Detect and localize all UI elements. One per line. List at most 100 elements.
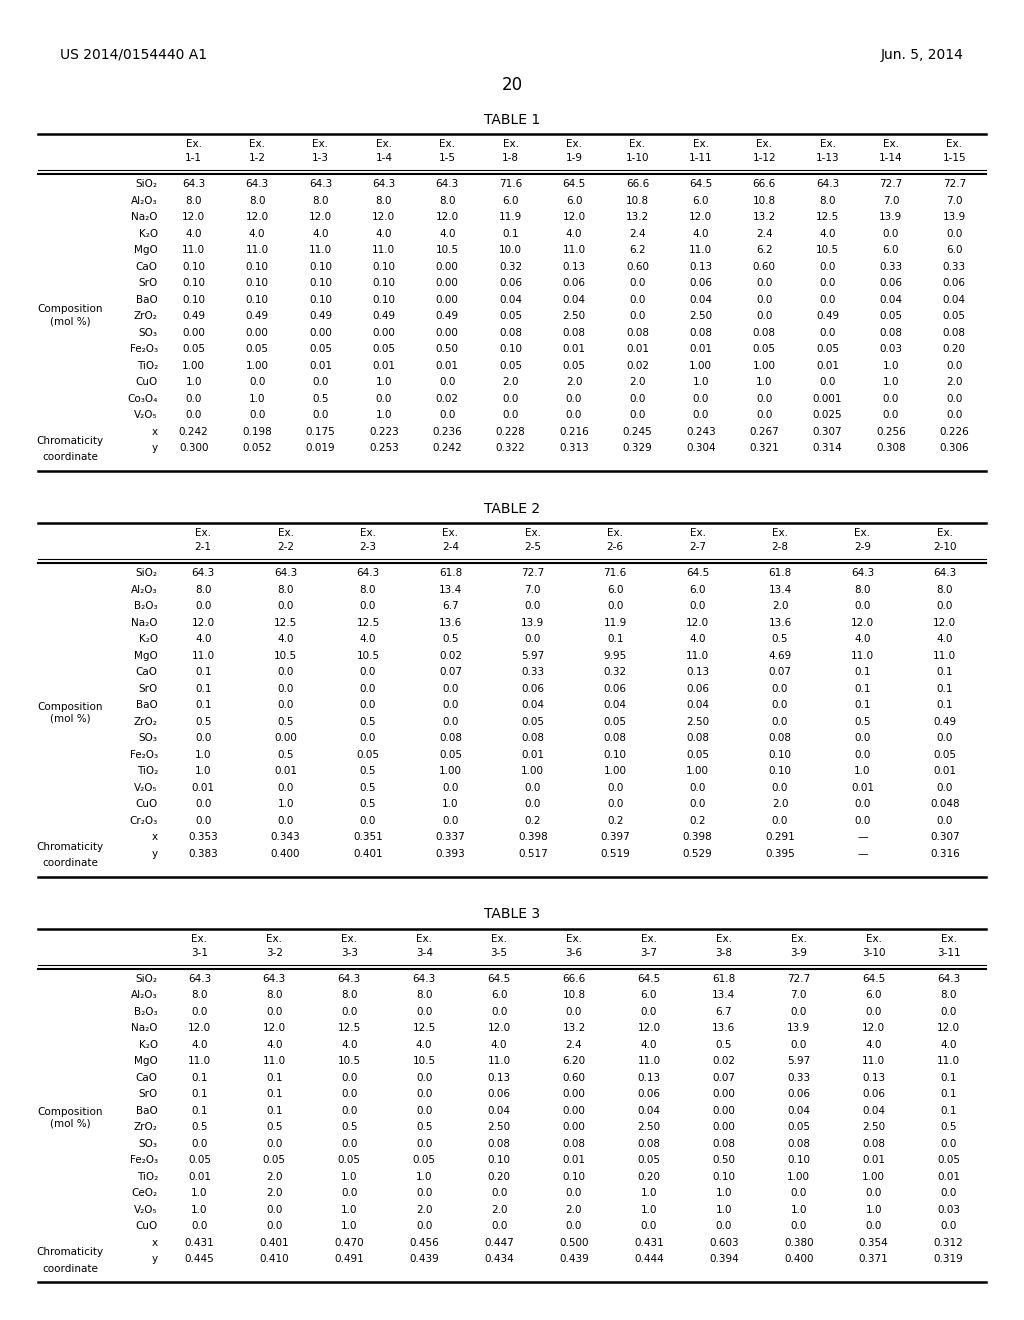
Text: 13.9: 13.9	[943, 213, 966, 222]
Text: 10.8: 10.8	[562, 990, 586, 1001]
Text: 0.354: 0.354	[859, 1238, 889, 1247]
Text: MgO: MgO	[134, 651, 158, 661]
Text: 0.1: 0.1	[854, 667, 870, 677]
Text: 0.05: 0.05	[499, 360, 522, 371]
Text: 61.8: 61.8	[768, 568, 792, 578]
Text: 64.5: 64.5	[637, 974, 660, 983]
Text: 0.0: 0.0	[940, 1139, 956, 1148]
Text: 11.9: 11.9	[603, 618, 627, 628]
Text: 0.0: 0.0	[641, 1221, 657, 1232]
Text: 0.08: 0.08	[626, 327, 649, 338]
Text: 0.0: 0.0	[772, 700, 788, 710]
Text: Ex.: Ex.	[266, 933, 283, 944]
Text: —: —	[857, 849, 867, 859]
Text: 12.5: 12.5	[338, 1023, 360, 1034]
Text: 0.0: 0.0	[416, 1073, 432, 1082]
Text: 4.0: 4.0	[565, 228, 583, 239]
Text: 13.6: 13.6	[768, 618, 792, 628]
Text: 11.0: 11.0	[191, 651, 215, 661]
Text: 0.0: 0.0	[854, 601, 870, 611]
Text: 0.401: 0.401	[353, 849, 383, 859]
Text: 4.0: 4.0	[185, 228, 202, 239]
Text: 2-9: 2-9	[854, 543, 870, 552]
Text: 3-8: 3-8	[716, 948, 732, 957]
Text: 0.0: 0.0	[416, 1139, 432, 1148]
Text: 0.0: 0.0	[756, 411, 772, 420]
Text: 0.0: 0.0	[865, 1221, 882, 1232]
Text: 0.198: 0.198	[243, 426, 272, 437]
Text: 0.444: 0.444	[634, 1254, 664, 1265]
Text: 0.0: 0.0	[341, 1073, 357, 1082]
Text: 0.01: 0.01	[274, 766, 297, 776]
Text: 0.380: 0.380	[784, 1238, 813, 1247]
Text: V₂O₅: V₂O₅	[134, 411, 158, 420]
Text: 6.2: 6.2	[629, 246, 646, 255]
Text: 3-5: 3-5	[490, 948, 508, 957]
Text: 1-12: 1-12	[753, 153, 776, 162]
Text: BaO: BaO	[136, 700, 158, 710]
Text: 0.0: 0.0	[940, 1221, 956, 1232]
Text: 64.3: 64.3	[263, 974, 286, 983]
Text: 0.0: 0.0	[195, 816, 211, 826]
Text: Ex.: Ex.	[946, 139, 963, 149]
Text: 0.00: 0.00	[373, 327, 395, 338]
Text: 0.04: 0.04	[862, 1106, 885, 1115]
Text: 72.7: 72.7	[943, 180, 966, 189]
Text: 0.434: 0.434	[484, 1254, 514, 1265]
Text: 0.410: 0.410	[259, 1254, 289, 1265]
Text: Jun. 5, 2014: Jun. 5, 2014	[881, 48, 964, 62]
Text: Fe₂O₃: Fe₂O₃	[130, 750, 158, 760]
Text: 1.0: 1.0	[865, 1205, 882, 1214]
Text: 12.0: 12.0	[686, 618, 710, 628]
Text: 64.3: 64.3	[816, 180, 839, 189]
Text: 0.10: 0.10	[182, 294, 205, 305]
Text: Ex.: Ex.	[196, 528, 211, 539]
Text: 0.307: 0.307	[813, 426, 843, 437]
Text: 72.7: 72.7	[521, 568, 545, 578]
Text: 0.13: 0.13	[637, 1073, 660, 1082]
Text: 3-4: 3-4	[416, 948, 433, 957]
Text: 6.0: 6.0	[565, 195, 583, 206]
Text: 2-3: 2-3	[359, 543, 377, 552]
Text: 0.321: 0.321	[750, 444, 779, 453]
Text: 10.5: 10.5	[816, 246, 839, 255]
Text: 6.0: 6.0	[946, 246, 963, 255]
Text: Na₂O: Na₂O	[131, 1023, 158, 1034]
Text: 0.0: 0.0	[692, 411, 709, 420]
Text: coordinate: coordinate	[42, 1263, 98, 1274]
Text: 12.0: 12.0	[187, 1023, 211, 1034]
Text: 0.00: 0.00	[274, 733, 297, 743]
Text: 0.0: 0.0	[266, 1205, 283, 1214]
Text: 0.49: 0.49	[816, 312, 839, 321]
Text: SO₃: SO₃	[139, 327, 158, 338]
Text: 0.0: 0.0	[341, 1089, 357, 1100]
Text: 0.2: 0.2	[607, 816, 624, 826]
Text: Ex.: Ex.	[693, 139, 709, 149]
Text: 0.03: 0.03	[880, 345, 902, 354]
Text: ZrO₂: ZrO₂	[134, 717, 158, 727]
Text: 0.226: 0.226	[939, 426, 969, 437]
Text: 8.0: 8.0	[376, 195, 392, 206]
Text: 0.5: 0.5	[359, 783, 376, 793]
Text: 12.0: 12.0	[309, 213, 332, 222]
Text: 1.00: 1.00	[862, 1172, 885, 1181]
Text: 1.0: 1.0	[716, 1188, 732, 1199]
Text: 2.50: 2.50	[637, 1122, 660, 1133]
Text: 0.306: 0.306	[939, 444, 969, 453]
Text: 0.07: 0.07	[439, 667, 462, 677]
Text: 0.08: 0.08	[521, 733, 545, 743]
Text: 10.5: 10.5	[413, 1056, 436, 1067]
Text: 2.0: 2.0	[772, 601, 788, 611]
Text: MgO: MgO	[134, 1056, 158, 1067]
Text: 0.0: 0.0	[341, 1139, 357, 1148]
Text: Ex.: Ex.	[941, 933, 956, 944]
Text: 2.50: 2.50	[686, 717, 710, 727]
Text: 0.01: 0.01	[188, 1172, 211, 1181]
Text: 0.0: 0.0	[278, 684, 294, 694]
Text: 1-9: 1-9	[565, 153, 583, 162]
Text: 12.0: 12.0	[937, 1023, 961, 1034]
Text: CuO: CuO	[135, 1221, 158, 1232]
Text: K₂O: K₂O	[138, 1040, 158, 1049]
Text: 1.00: 1.00	[753, 360, 775, 371]
Text: 0.08: 0.08	[562, 327, 586, 338]
